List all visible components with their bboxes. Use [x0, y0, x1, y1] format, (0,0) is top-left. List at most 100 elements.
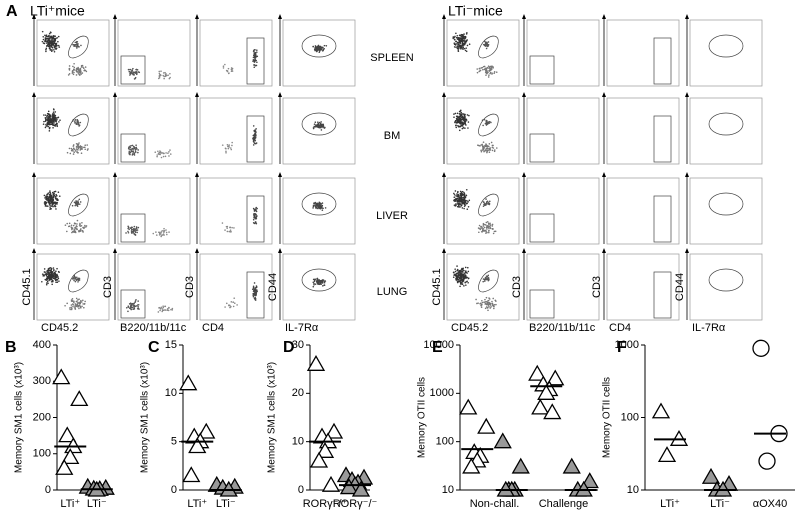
flow-plot [685, 92, 763, 165]
event-dot [70, 149, 73, 152]
event-dot [47, 199, 49, 201]
event-dot [491, 300, 493, 303]
event-dot [256, 215, 258, 217]
event-dot [77, 144, 79, 146]
event-dot [134, 148, 137, 151]
event-dot [460, 269, 463, 271]
event-dot [456, 191, 459, 194]
event-dot [163, 229, 165, 232]
event-dot [318, 45, 321, 48]
event-dot [72, 65, 74, 68]
event-dot [256, 49, 258, 51]
event-dot [256, 61, 258, 64]
event-dot [55, 276, 58, 278]
event-dot [321, 123, 323, 126]
event-dot [486, 306, 489, 309]
event-dot [77, 45, 80, 48]
event-dot [152, 232, 155, 235]
event-dot [486, 151, 488, 154]
arrow-head [685, 172, 689, 177]
data-point [701, 467, 721, 484]
event-dot [224, 63, 226, 66]
event-dot [230, 70, 233, 73]
event-dot [487, 225, 490, 227]
event-dot [53, 124, 55, 126]
event-dot [55, 47, 58, 50]
event-dot [495, 300, 497, 302]
event-dot [54, 276, 57, 278]
y-tick-label: 10 [442, 484, 454, 496]
event-dot [466, 39, 468, 41]
event-dot [252, 144, 255, 146]
event-dot [73, 151, 76, 154]
event-dot [45, 125, 48, 127]
event-dot [47, 125, 50, 128]
event-dot [72, 150, 74, 152]
event-dot [482, 65, 485, 68]
event-dot [461, 275, 463, 277]
event-dot [71, 227, 73, 230]
event-dot [487, 226, 489, 229]
event-dot [484, 43, 486, 46]
event-dot [52, 274, 54, 277]
event-dot [488, 65, 491, 68]
event-dot [256, 55, 259, 58]
organ-label: SPLEEN [370, 52, 413, 64]
event-dot [77, 147, 80, 149]
event-dot [51, 276, 54, 278]
event-dot [46, 118, 49, 121]
event-dot [49, 204, 51, 206]
gate [246, 115, 265, 163]
event-dot [68, 72, 71, 75]
event-dot [486, 146, 489, 148]
gate [478, 193, 499, 217]
event-dot [481, 299, 483, 302]
event-dot [493, 72, 495, 75]
event-dot [80, 307, 82, 309]
gate [68, 269, 89, 293]
event-dot [57, 277, 60, 280]
event-dot [44, 38, 47, 40]
event-dot [323, 284, 326, 286]
event-dot [455, 122, 458, 124]
event-dot [321, 47, 324, 49]
event-dot [456, 193, 458, 195]
event-dot [165, 231, 168, 234]
flow-plot [602, 172, 680, 245]
data-point [546, 369, 565, 386]
arrow-head [195, 248, 199, 253]
event-dot [459, 201, 461, 203]
arrow-head [685, 92, 689, 97]
event-dot [482, 280, 484, 283]
event-dot [254, 288, 257, 290]
event-dot [488, 298, 491, 300]
event-dot [45, 196, 48, 199]
event-dot [50, 268, 53, 270]
event-dot [454, 270, 457, 273]
flow-plot [278, 92, 356, 165]
event-dot [159, 74, 162, 77]
event-dot [48, 193, 51, 196]
event-dot [464, 200, 466, 202]
event-dot [453, 274, 455, 276]
event-dot [74, 44, 76, 46]
event-dot [129, 146, 132, 149]
event-dot [169, 72, 171, 75]
x-tick-label: Non-chall. [470, 498, 520, 510]
event-dot [488, 200, 491, 203]
event-dot [479, 145, 481, 147]
event-dot [459, 285, 461, 288]
event-dot [46, 199, 48, 201]
event-dot [481, 301, 484, 304]
flow-plot [32, 92, 110, 165]
event-dot [58, 280, 60, 282]
event-dot [74, 276, 77, 279]
event-dot [78, 198, 81, 201]
event-dot [317, 47, 320, 49]
event-dot [76, 228, 78, 231]
event-dot [46, 280, 49, 283]
event-dot [170, 308, 172, 311]
event-dot [315, 206, 318, 208]
event-dot [131, 232, 133, 234]
event-dot [462, 196, 465, 199]
